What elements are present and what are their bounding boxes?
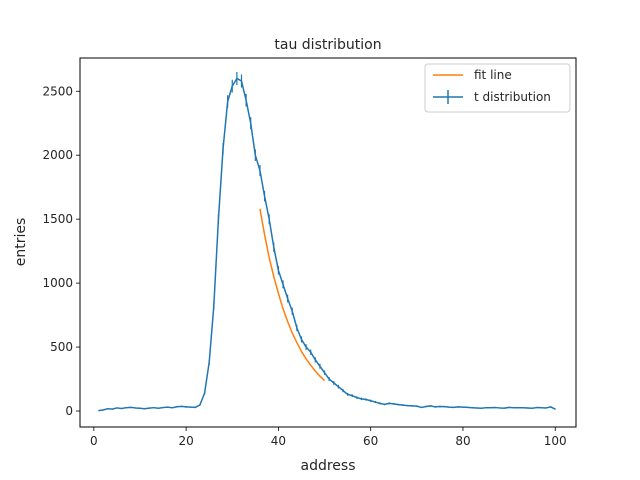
chart-title: tau distribution (274, 37, 381, 53)
y-axis-label: entries (13, 218, 29, 267)
axes-frame (79, 57, 577, 428)
y-axis: 0 500 1000 1500 2000 2500 (42, 84, 80, 418)
x-axis-label: address (300, 458, 355, 474)
y-tick-label: 500 (50, 340, 73, 354)
fit-line-series-line (259, 208, 326, 382)
x-tick-label: 80 (455, 434, 470, 448)
legend-box (424, 63, 571, 113)
x-tick-label: 0 (90, 434, 98, 448)
y-tick-label: 2500 (42, 84, 73, 98)
x-tick-label: 20 (178, 434, 193, 448)
plot-area (97, 71, 556, 412)
y-tick-label: 2000 (42, 148, 73, 162)
legend-fit-line-label: fit line (474, 68, 512, 82)
y-tick-label: 1500 (42, 212, 73, 226)
legend: fit line t distribution (424, 63, 571, 113)
x-axis: 0 20 40 60 80 100 (90, 427, 567, 448)
x-tick-label: 100 (544, 434, 567, 448)
y-tick-label: 1000 (42, 276, 73, 290)
x-tick-label: 40 (271, 434, 286, 448)
y-tick-label: 0 (65, 404, 73, 418)
legend-t-distribution-label: t distribution (474, 90, 551, 104)
t-distribution-series-line (98, 77, 556, 412)
x-tick-label: 60 (363, 434, 378, 448)
